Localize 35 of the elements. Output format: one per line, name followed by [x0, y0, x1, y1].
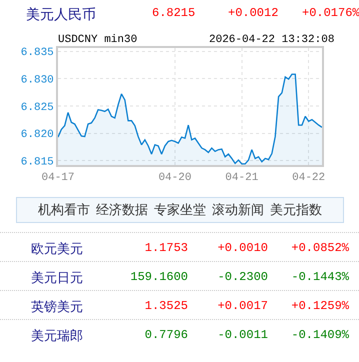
x-tick-label: 04-22 — [292, 172, 326, 184]
category-label: 美元瑞郎 — [31, 328, 83, 345]
text: +0.1259% — [291, 299, 349, 313]
chart-subtitle: USDCNY min30 — [58, 34, 138, 46]
category-label: 欧元美元 — [31, 241, 83, 258]
y-tick-label: 6.820 — [20, 129, 54, 142]
text: 经济数据 — [96, 202, 148, 219]
category-label: 英镑美元 — [31, 299, 83, 316]
text: -0.2300 — [218, 270, 268, 284]
text: 2026-04-22 13:32:08 — [209, 34, 334, 46]
text: 159.1600 — [130, 270, 188, 284]
y-tick-label: 6.825 — [20, 102, 54, 114]
text: 机构看市 — [38, 202, 90, 219]
x-tick-label: 04-20 — [158, 172, 192, 184]
text: +0.0017 — [218, 299, 268, 313]
text: 专家坐堂 — [154, 202, 206, 219]
x-tick-label: 04-17 — [41, 172, 75, 184]
text: -0.1443% — [291, 270, 349, 284]
text: 滚动新闻 — [212, 202, 264, 219]
category-label: 美元日元 — [31, 270, 83, 287]
text: +0.0012 — [228, 6, 278, 20]
y-tick-label: 6.830 — [20, 74, 54, 86]
text: 1.3525 — [144, 299, 188, 313]
text: 6.8215 — [152, 6, 196, 20]
text: -0.1409% — [291, 328, 349, 342]
text: +0.0010 — [218, 241, 268, 255]
y-tick-label: 6.835 — [20, 47, 54, 60]
text: 1.1753 — [144, 241, 188, 255]
chart-title: 美元人民币 — [26, 6, 96, 24]
text: 0.7796 — [144, 328, 188, 342]
text: +0.0852% — [291, 241, 349, 255]
text: -0.0011 — [218, 328, 268, 342]
y-tick-label: 6.815 — [20, 156, 54, 168]
text: 美元指数 — [270, 202, 322, 219]
x-tick-label: 04-21 — [225, 172, 259, 184]
